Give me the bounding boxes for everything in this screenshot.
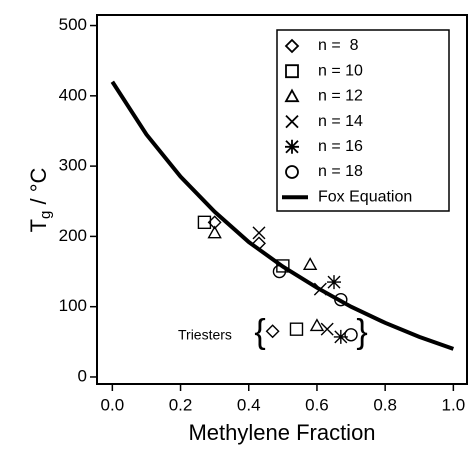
point: [320, 322, 334, 336]
legend-label: n = 12: [318, 88, 363, 105]
point: [333, 329, 348, 344]
point: [309, 318, 325, 332]
x-tick-label: 1.0: [442, 395, 466, 414]
legend-label: Fox Equation: [318, 188, 412, 205]
point: [289, 322, 304, 336]
x-tick-label: 0.4: [237, 395, 261, 414]
point: [197, 215, 212, 230]
plot-frame: [96, 14, 468, 385]
point: [207, 225, 222, 239]
y-tick-label: 200: [59, 226, 87, 245]
point: [302, 257, 318, 271]
y-tick-label: 0: [78, 366, 87, 385]
y-label-main: T: [26, 219, 51, 232]
brace: {: [254, 313, 265, 351]
fox-line: [110, 80, 455, 351]
legend-swatch: [285, 114, 299, 129]
x-axis-label: Methylene Fraction: [188, 420, 375, 445]
y-tick-label: 100: [59, 296, 87, 315]
point: [252, 226, 266, 240]
x-tick-label: 0.2: [169, 395, 193, 414]
point: [265, 324, 280, 339]
legend-label: n = 8: [318, 37, 359, 54]
y-tick-label: 400: [59, 85, 87, 104]
y-tick-label: 300: [59, 156, 87, 175]
legend-label: n = 14: [318, 113, 363, 130]
point: [344, 328, 358, 342]
legend-swatch: [285, 165, 299, 179]
legend-label: n = 10: [318, 62, 363, 79]
legend-label: n = 18: [318, 163, 363, 180]
legend-swatch: [284, 38, 300, 54]
x-tick-label: 0.6: [305, 395, 329, 414]
legend-swatch: [285, 139, 299, 154]
y-label-sub: g: [37, 211, 54, 219]
y-axis-label: Tg / °C: [26, 167, 54, 232]
legend-swatch: [284, 88, 300, 103]
annotation: Triesters: [178, 327, 232, 343]
point: [327, 275, 342, 290]
brace: }: [356, 313, 367, 351]
x-tick-label: 0.8: [373, 395, 397, 414]
legend-label: n = 16: [318, 138, 363, 155]
legend-swatch: [285, 64, 299, 79]
legend-box: [276, 29, 450, 212]
y-tick-label: 500: [59, 15, 87, 34]
x-tick-label: 0.0: [101, 395, 125, 414]
y-label-unit: / °C: [26, 167, 51, 210]
